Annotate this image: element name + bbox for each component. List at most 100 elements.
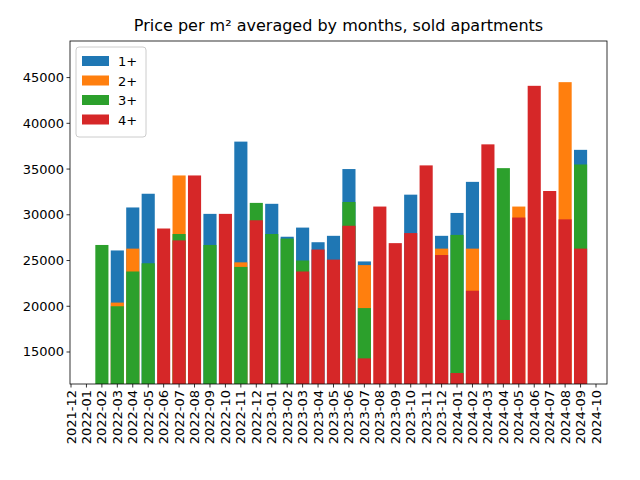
bar — [265, 204, 278, 384]
bar — [466, 249, 479, 384]
x-tick — [101, 384, 102, 388]
bar — [126, 271, 139, 384]
bar — [342, 226, 355, 384]
bar — [173, 240, 186, 384]
x-tick — [333, 384, 334, 388]
y-tick — [67, 214, 71, 215]
x-tick-label: 2024-04 — [496, 390, 511, 444]
x-tick-label: 2023-03 — [295, 390, 310, 444]
x-tick — [426, 384, 427, 388]
bar — [126, 207, 139, 384]
x-tick — [179, 384, 180, 388]
x-tick — [348, 384, 349, 388]
bar — [574, 249, 587, 384]
y-tick-label: 30000 — [23, 207, 64, 222]
bar — [296, 261, 309, 384]
bar — [342, 169, 355, 384]
bar — [234, 142, 247, 384]
bar — [404, 195, 417, 384]
x-tick — [379, 384, 380, 388]
y-tick-label: 40000 — [23, 116, 64, 131]
x-tick — [132, 384, 133, 388]
bar — [234, 262, 247, 384]
x-tick — [518, 384, 519, 388]
legend-swatch — [82, 95, 109, 105]
title: Price per m² averaged by months, sold ap… — [134, 16, 543, 35]
y-tick-label: 20000 — [23, 299, 64, 314]
x-tick-label: 2023-02 — [280, 390, 295, 444]
bar — [404, 233, 417, 384]
bar — [512, 218, 525, 384]
legend-swatch — [82, 76, 109, 86]
x-tick — [472, 384, 473, 388]
bar — [126, 249, 139, 384]
bar — [342, 202, 355, 384]
x-tick — [163, 384, 164, 388]
x-tick-label: 2022-08 — [187, 390, 202, 444]
x-tick-label: 2022-10 — [218, 390, 233, 444]
bar — [450, 235, 463, 384]
bar — [142, 194, 155, 384]
x-tick — [86, 384, 87, 388]
bar — [234, 267, 247, 384]
y-tick — [67, 260, 71, 261]
x-tick-label: 2024-10 — [589, 390, 604, 444]
legend-label: 2+ — [118, 74, 137, 89]
y-tick — [67, 351, 71, 352]
bar — [111, 306, 124, 384]
x-tick — [302, 384, 303, 388]
x-tick-label: 2023-07 — [357, 390, 372, 444]
y-tick — [67, 77, 71, 78]
x-tick-label: 2024-08 — [558, 390, 573, 444]
bar — [111, 303, 124, 384]
bar — [559, 219, 572, 384]
bar — [111, 250, 124, 384]
x-tick-label: 2024-09 — [573, 390, 588, 444]
x-tick — [240, 384, 241, 388]
bar — [173, 234, 186, 384]
bar — [574, 164, 587, 384]
bar — [481, 144, 494, 384]
bar — [358, 308, 371, 384]
x-tick-label: 2022-06 — [156, 390, 171, 444]
x-tick-label: 2022-05 — [141, 390, 156, 444]
bar — [219, 214, 232, 384]
frame — [70, 41, 607, 384]
bar — [389, 243, 402, 384]
x-tick — [549, 384, 550, 388]
bar — [296, 271, 309, 384]
bar — [281, 239, 294, 384]
x-tick-label: 2023-04 — [311, 390, 326, 444]
x-tick — [503, 384, 504, 388]
x-tick — [441, 384, 442, 388]
x-tick-label: 2024-02 — [465, 390, 480, 444]
bar — [497, 320, 510, 384]
x-tick — [364, 384, 365, 388]
x-tick — [457, 384, 458, 388]
x-tick-label: 2024-03 — [480, 390, 495, 444]
bar — [311, 250, 324, 384]
y-tick — [67, 123, 71, 124]
x-tick-label: 2021-12 — [64, 390, 79, 444]
bar — [435, 255, 448, 384]
bar — [250, 220, 263, 384]
bar — [203, 214, 216, 384]
x-tick — [534, 384, 535, 388]
x-tick — [395, 384, 396, 388]
x-tick-label: 2022-09 — [202, 390, 217, 444]
x-tick — [71, 384, 72, 388]
bar — [435, 249, 448, 384]
x-tick — [148, 384, 149, 388]
x-tick-label: 2022-01 — [79, 390, 94, 444]
y-tick — [67, 169, 71, 170]
bar — [281, 237, 294, 384]
x-tick-label: 2023-05 — [326, 390, 341, 444]
x-tick-label: 2024-06 — [527, 390, 542, 444]
bar — [543, 191, 556, 384]
bar — [358, 265, 371, 384]
x-tick-label: 2022-03 — [110, 390, 125, 444]
x-tick-label: 2023-08 — [372, 390, 387, 444]
bar — [296, 228, 309, 384]
x-tick — [287, 384, 288, 388]
x-tick — [596, 384, 597, 388]
